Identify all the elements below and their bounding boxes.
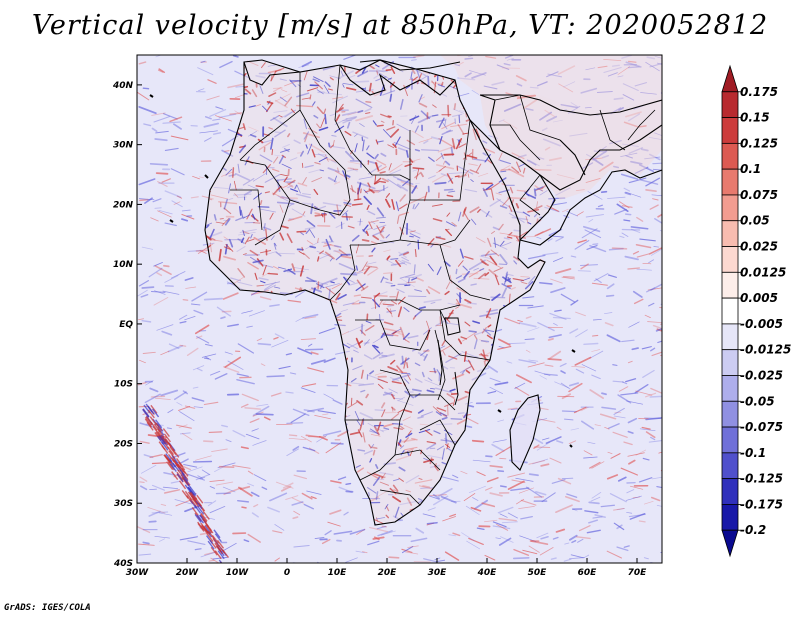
colorbar-label: 0.125	[740, 136, 778, 150]
colorbar-swatch	[721, 375, 739, 402]
colorbar-label: -0.025	[740, 368, 783, 382]
lat-tick-label: 30N	[113, 141, 134, 151]
lon-tick-label: 30W	[126, 568, 150, 578]
colorbar-label: 0.0125	[740, 265, 786, 279]
lat-tick-label: 10S	[114, 380, 133, 390]
lon-tick-label: 10E	[328, 568, 348, 578]
lat-tick-label: 10N	[113, 260, 134, 270]
vertical-velocity-field	[137, 55, 662, 563]
colorbar-swatch	[721, 452, 739, 480]
colorbar-label: 0.075	[740, 188, 778, 202]
colorbar-swatch	[721, 91, 739, 118]
colorbar-swatch	[721, 426, 739, 454]
colorbar-label: -0.175	[740, 497, 783, 511]
lon-tick-label: 50E	[528, 568, 548, 578]
lon-tick-label: 60E	[578, 568, 598, 578]
colorbar-swatch	[721, 504, 739, 531]
lon-tick-label: 30E	[428, 568, 448, 578]
colorbar-swatch	[721, 220, 739, 247]
lat-tick-label: 30S	[114, 499, 133, 509]
colorbar-swatch	[721, 64, 739, 93]
longitude-ticks: 30W 20W 10W 0 10E 20E 30E 40E 50E 60E 70E	[126, 558, 647, 578]
colorbar-label: 0.005	[740, 291, 778, 305]
latitude-ticks: 40N 30N 20N 10N EQ 10S 20S 30S 40S	[112, 81, 142, 569]
country-borders	[230, 64, 656, 506]
lon-tick-label: 70E	[628, 568, 648, 578]
chart-title: Vertical velocity [m/s] at 850hPa, VT: 2…	[31, 10, 769, 41]
colorbar-label: -0.05	[740, 394, 775, 408]
colorbar-swatch	[721, 529, 739, 558]
colorbar-label: 0.15	[740, 111, 770, 125]
colorbar-label: 0.05	[740, 214, 770, 228]
colorbar: 0.175 0.15 0.125 0.1 0.075 0.05 0.025 0.0125 0.0…	[721, 64, 791, 558]
colorbar-swatch	[721, 297, 739, 325]
colorbar-label: -0.005	[740, 317, 783, 331]
colorbar-label: -0.0125	[740, 343, 791, 357]
lat-tick-label: 20S	[114, 439, 133, 449]
colorbar-swatch	[721, 117, 739, 144]
lon-tick-label: 20W	[176, 568, 200, 578]
colorbar-swatch	[721, 246, 739, 273]
lat-tick-label: 40S	[113, 559, 133, 569]
colorbar-swatch	[721, 142, 739, 170]
colorbar-swatch	[721, 271, 739, 299]
lon-tick-label: 0	[284, 568, 290, 578]
colorbar-label: 0.1	[740, 162, 761, 176]
colorbar-swatch	[721, 478, 739, 505]
colorbar-label: 0.175	[740, 85, 778, 99]
lat-tick-label: 20N	[113, 200, 134, 210]
colorbar-label: -0.2	[740, 523, 766, 537]
colorbar-swatch	[721, 400, 739, 428]
colorbar-swatch	[721, 349, 739, 376]
colorbar-swatch	[721, 194, 739, 222]
colorbar-label: -0.1	[740, 446, 766, 460]
grads-credit: GrADS: IGES/COLA	[4, 603, 91, 613]
colorbar-swatch	[721, 168, 739, 196]
colorbar-label: -0.075	[740, 420, 783, 434]
colorbar-swatch	[721, 323, 739, 351]
lakes	[437, 317, 461, 406]
colorbar-label: -0.125	[740, 472, 783, 486]
plot-frame	[136, 54, 663, 564]
lat-tick-label: EQ	[119, 320, 133, 330]
coastlines	[149, 59, 662, 526]
lon-tick-label: 40E	[477, 568, 498, 578]
lat-tick-label: 40N	[112, 81, 134, 91]
lon-tick-label: 20E	[378, 568, 398, 578]
lon-tick-label: 10W	[226, 568, 250, 578]
colorbar-label: 0.025	[740, 240, 778, 254]
